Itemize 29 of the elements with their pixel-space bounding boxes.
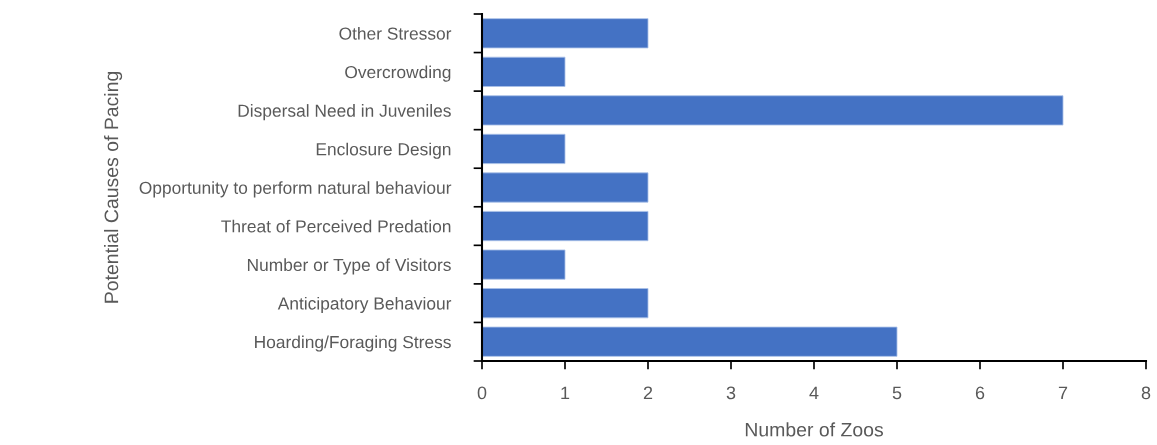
bar <box>482 172 649 203</box>
x-tick-label: 1 <box>561 386 570 400</box>
y-tick-label: Enclosure Design <box>316 142 451 159</box>
bar <box>482 210 649 242</box>
x-tick-label: 8 <box>1141 386 1151 400</box>
x-tick-label: 0 <box>477 386 487 400</box>
y-tick-label: Hoarding/Foraging Stress <box>255 335 451 352</box>
bar <box>482 288 649 319</box>
y-tick-label: Overcrowding <box>345 65 451 82</box>
y-tick-label: Dispersal Need in Juveniles <box>238 104 451 121</box>
y-tick-label: Anticipatory Behaviour <box>277 296 452 314</box>
y-axis-title: Potential Causes of Pacing <box>104 72 123 303</box>
x-tick-label: 2 <box>643 386 653 400</box>
x-tick-label: 7 <box>1058 386 1068 400</box>
y-tick-label: Threat of Perceived Predation <box>221 219 451 233</box>
y-tick-label: Opportunity to perform natural behaviour <box>139 181 452 198</box>
x-tick-label: 3 <box>726 386 736 400</box>
bar <box>482 133 566 165</box>
bar <box>482 249 566 280</box>
bar <box>482 18 649 49</box>
y-tick-label: Other Stressor <box>339 26 452 40</box>
x-axis-title: Number of Zoos <box>745 422 884 437</box>
x-tick-label: 4 <box>809 386 819 400</box>
x-tick-label: 6 <box>975 386 985 400</box>
bar <box>482 95 1064 126</box>
bar <box>482 326 898 357</box>
bar <box>482 56 566 87</box>
x-tick-label: 5 <box>892 386 902 400</box>
y-tick-label: Number or Type of Visitors <box>247 258 451 275</box>
